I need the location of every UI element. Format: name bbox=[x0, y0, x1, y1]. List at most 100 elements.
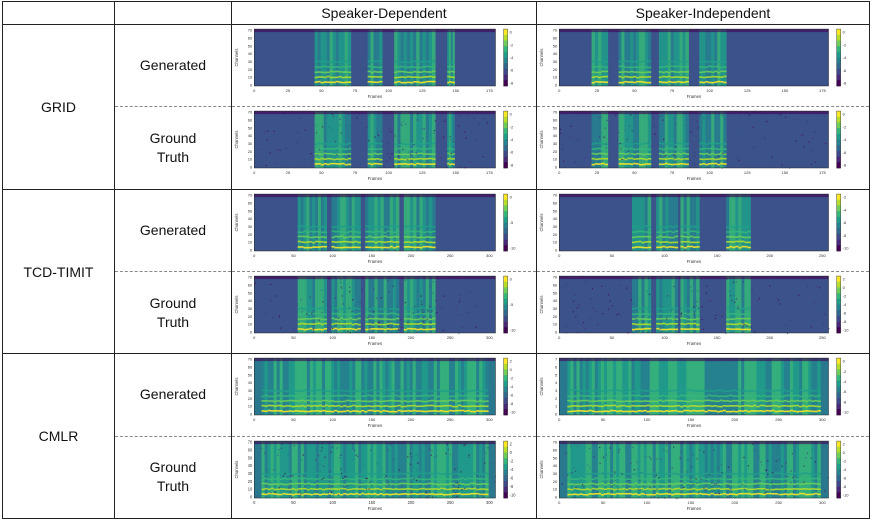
y-tick-label: 10 bbox=[553, 322, 558, 327]
y-tick-label: 10 bbox=[248, 75, 253, 80]
x-tick-label: 0 bbox=[253, 88, 256, 93]
colorbar-tick-label: -4 bbox=[510, 384, 514, 389]
y-tick-label: 50 bbox=[248, 43, 253, 48]
colorbar-tick-label: -6 bbox=[510, 150, 514, 155]
colorbar-tick-label: -2 bbox=[843, 194, 847, 199]
y-tick-label: 70 bbox=[248, 357, 253, 362]
y-tick-label: 20 bbox=[248, 478, 253, 483]
spectrogram-cell: 70 60 50 40 30 20 10 0 Channels 0 50 100 150 200 250 30… bbox=[231, 188, 537, 273]
colorbar-tick-label: -4 bbox=[843, 207, 847, 212]
y-axis-label: Channels bbox=[539, 460, 544, 478]
colorbar-tick-label: -6 bbox=[843, 475, 847, 480]
y-tick-label: 0 bbox=[250, 165, 253, 170]
x-tick-label: 200 bbox=[731, 417, 738, 422]
colorbar-tick-label: -6 bbox=[843, 311, 847, 316]
y-tick-label: 60 bbox=[553, 200, 558, 205]
x-tick-label: 50 bbox=[632, 170, 637, 175]
y-tick-label: 20 bbox=[553, 149, 558, 154]
y-tick-label: 30 bbox=[553, 59, 558, 64]
spectrogram-cell: 70 60 50 40 30 20 10 0 Channels 0 25 50 75 100 125 150 1… bbox=[231, 106, 537, 190]
y-tick-label: 40 bbox=[553, 51, 558, 56]
spectrogram-cell: 70 60 50 40 30 20 10 0 Channels 0 50 100 150 200 250 30… bbox=[231, 353, 537, 437]
colorbar-tick-label: 2 bbox=[843, 441, 846, 446]
y-tick-label: 0 bbox=[555, 329, 558, 334]
colorbar-tick-label: 0 bbox=[510, 450, 513, 455]
row-label-line1: Generated bbox=[139, 221, 207, 238]
x-tick-label: 150 bbox=[714, 253, 721, 258]
colorbar-tick-label: -6 bbox=[843, 150, 847, 155]
colorbar-tick-label: 0 bbox=[843, 112, 846, 117]
colorbar-tick-label: -8 bbox=[843, 319, 847, 324]
x-tick-label: 150 bbox=[368, 335, 375, 340]
x-tick-label: 150 bbox=[687, 500, 694, 505]
x-tick-label: 250 bbox=[819, 335, 826, 340]
y-tick-label: 40 bbox=[553, 133, 558, 138]
x-tick-label: 150 bbox=[687, 417, 694, 422]
y-axis-label: Channels bbox=[539, 49, 544, 67]
y-tick-label: 0 bbox=[555, 412, 558, 417]
x-tick-label: 300 bbox=[819, 417, 826, 422]
y-tick-label: 60 bbox=[553, 447, 558, 452]
spectrogram-plot: 70 60 50 40 30 20 10 0 Channels 0 25 50 75 100 125 150 1… bbox=[537, 25, 869, 106]
colorbar-tick-label: -2 bbox=[843, 125, 847, 130]
x-tick-label: 0 bbox=[558, 170, 561, 175]
x-axis-label: Frames bbox=[368, 94, 382, 99]
row-label-line2: Truth bbox=[156, 313, 190, 330]
y-tick-label: 0 bbox=[250, 494, 253, 499]
x-tick-label: 300 bbox=[486, 253, 493, 258]
x-tick-label: 75 bbox=[353, 170, 358, 175]
x-tick-label: 0 bbox=[253, 335, 256, 340]
colorbar-tick-label: -4 bbox=[843, 467, 847, 472]
row-label-line1: Generated bbox=[139, 57, 207, 74]
colorbar-tick-label: 0 bbox=[510, 112, 513, 117]
y-tick-label: 50 bbox=[248, 290, 253, 295]
dataset-tcd-timit-label: TCD-TIMIT bbox=[2, 188, 115, 355]
x-tick-label: 200 bbox=[408, 500, 415, 505]
row-label-ground-truth: Ground Truth bbox=[114, 435, 232, 520]
x-tick-label: 100 bbox=[329, 417, 336, 422]
y-tick-label: 70 bbox=[248, 110, 253, 115]
spectrogram-cell: 70 60 50 40 30 20 10 0 Channels 0 50 100 150 200 250 Fr… bbox=[536, 188, 870, 273]
y-axis-label: Channels bbox=[539, 131, 544, 149]
row-label-generated: Generated bbox=[114, 353, 232, 437]
x-tick-label: 100 bbox=[644, 500, 651, 505]
colorbar-tick-label: -5 bbox=[510, 302, 514, 307]
row-label-line2: Truth bbox=[156, 149, 190, 166]
colorbar-tick-label: -4 bbox=[843, 302, 847, 307]
x-tick-label: 75 bbox=[353, 88, 358, 93]
colorbar-tick-label: 2 bbox=[510, 359, 513, 364]
colorbar-tick-label: -4 bbox=[843, 379, 847, 384]
y-tick-label: 60 bbox=[248, 118, 253, 123]
y-tick-label: 30 bbox=[248, 388, 253, 393]
row-label-generated: Generated bbox=[114, 24, 232, 108]
y-axis-label: Channels bbox=[234, 131, 239, 149]
y-tick-label: 20 bbox=[248, 67, 253, 72]
spectrogram-plot: 70 60 50 40 30 20 10 0 Channels 0 25 50 75 100 125 150 1… bbox=[232, 107, 536, 188]
x-tick-label: 50 bbox=[291, 500, 296, 505]
x-axis-label: Frames bbox=[687, 177, 701, 182]
colorbar-tick-label: -10 bbox=[510, 245, 517, 250]
y-axis-label: Channels bbox=[234, 378, 239, 396]
y-tick-label: 50 bbox=[553, 126, 558, 131]
spectrogram-cell: 7 6 5 4 3 2 1 0 Channels 0 50 100 150 200 250 300 Frames… bbox=[536, 353, 870, 437]
row-label-generated: Generated bbox=[114, 188, 232, 273]
spectrogram-plot: 70 60 50 40 30 20 10 0 Channels 0 25 50 75 100 125 150 1… bbox=[232, 25, 536, 106]
colorbar-tick-label: -10 bbox=[510, 327, 517, 332]
y-tick-label: 10 bbox=[248, 404, 253, 409]
header-speaker-independent: Speaker-Independent bbox=[536, 0, 870, 26]
x-tick-label: 50 bbox=[319, 88, 324, 93]
x-tick-label: 100 bbox=[329, 335, 336, 340]
x-axis-label: Frames bbox=[368, 506, 382, 511]
x-tick-label: 25 bbox=[595, 88, 600, 93]
colorbar-tick-label: -8 bbox=[843, 81, 847, 86]
x-tick-label: 150 bbox=[368, 253, 375, 258]
colorbar-tick-label: -4 bbox=[510, 467, 514, 472]
colorbar-tick-label: 0 bbox=[843, 30, 846, 35]
y-tick-label: 10 bbox=[248, 239, 253, 244]
y-tick-label: 40 bbox=[248, 463, 253, 468]
y-tick-label: 10 bbox=[248, 322, 253, 327]
spectrogram-cell: 70 60 50 40 30 20 10 0 Channels 0 25 50 75 100 125 150 1… bbox=[231, 24, 537, 108]
